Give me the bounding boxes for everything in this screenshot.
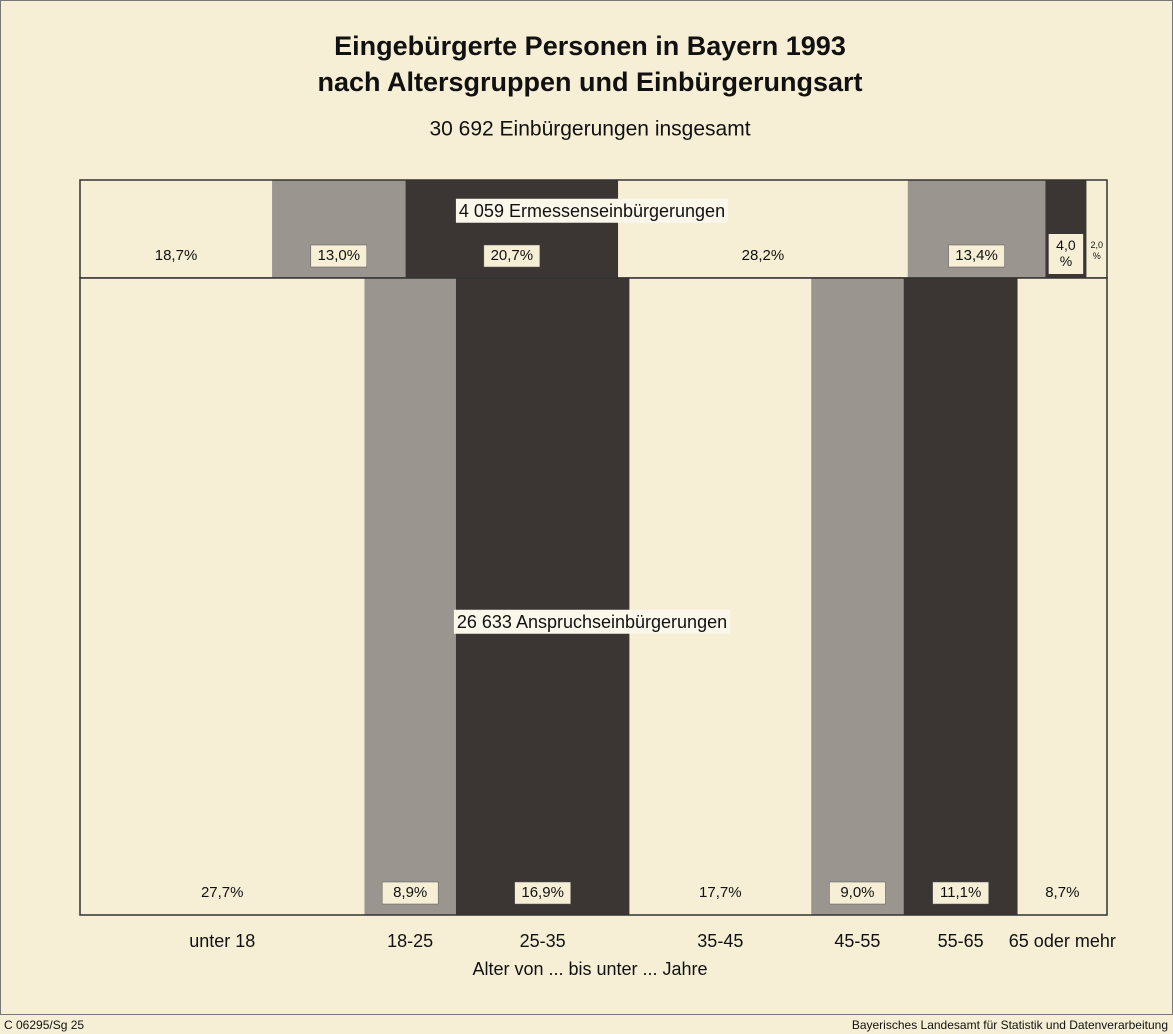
value-label: 2,0%	[1090, 240, 1103, 261]
label-box	[1048, 234, 1084, 274]
footer: C 06295/Sg 25	[4, 1018, 84, 1032]
value-label: 17,7%	[699, 884, 742, 901]
row-label-box	[455, 198, 729, 223]
value-label: 11,1%	[940, 884, 981, 901]
value-label: 18,7%	[155, 247, 198, 264]
segment	[80, 278, 365, 915]
label-box	[483, 244, 541, 268]
x-axis-label: Alter von ... bis unter ... Jahre	[472, 959, 707, 979]
x-tick-label: 35-45	[697, 931, 743, 951]
value-label: 20,7%	[491, 247, 534, 264]
value-label: 27,7%	[201, 884, 244, 901]
x-tick-label: 25-35	[520, 931, 566, 951]
segment	[364, 278, 456, 915]
value-label-part: %	[1093, 251, 1101, 261]
value-label: 28,2%	[742, 247, 785, 264]
segment	[811, 278, 904, 915]
segment	[618, 180, 908, 278]
value-label: 13,0%	[318, 247, 361, 264]
row-label-box	[453, 609, 731, 634]
value-label: 8,9%	[393, 884, 427, 901]
row-label: 4 059 Ermessenseinbürgerungen	[459, 201, 725, 221]
segment	[1017, 278, 1107, 915]
value-label: 9,0%	[840, 884, 874, 901]
row-label: 26 633 Anspruchseinbürgerungen	[457, 612, 727, 632]
segment	[455, 278, 630, 915]
value-label: 4,0%	[1056, 237, 1076, 269]
x-tick-label: 45-55	[834, 931, 880, 951]
x-tick-label: 18-25	[387, 931, 433, 951]
value-label-part: 4,0	[1056, 237, 1076, 253]
chart-title: nach Altersgruppen und Einbürgerungsart	[317, 67, 862, 97]
segment	[903, 278, 1018, 915]
subtitle: 30 692 Einbürgerungen insgesamt	[429, 118, 750, 141]
label-box	[381, 881, 439, 905]
footer: Bayerisches Landesamt für Statistik und …	[852, 1018, 1168, 1032]
label-box	[829, 881, 886, 905]
label-box	[310, 244, 368, 268]
label-box	[514, 881, 571, 905]
segment	[80, 180, 273, 278]
value-label: 16,9%	[521, 884, 564, 901]
value-label-part: %	[1060, 253, 1072, 269]
label-box	[948, 244, 1005, 268]
segment	[1086, 180, 1107, 278]
x-tick-label: 65 oder mehr	[1009, 931, 1116, 951]
segment	[629, 278, 812, 915]
x-tick-label: 55-65	[938, 931, 984, 951]
value-label-part: 2,0	[1090, 240, 1103, 250]
label-box	[932, 881, 989, 905]
value-label: 13,4%	[955, 247, 998, 264]
x-tick-label: unter 18	[189, 931, 255, 951]
row-border	[79, 277, 1108, 916]
chart-title: Eingebürgerte Personen in Bayern 1993	[334, 31, 846, 61]
value-label: 8,7%	[1045, 884, 1079, 901]
